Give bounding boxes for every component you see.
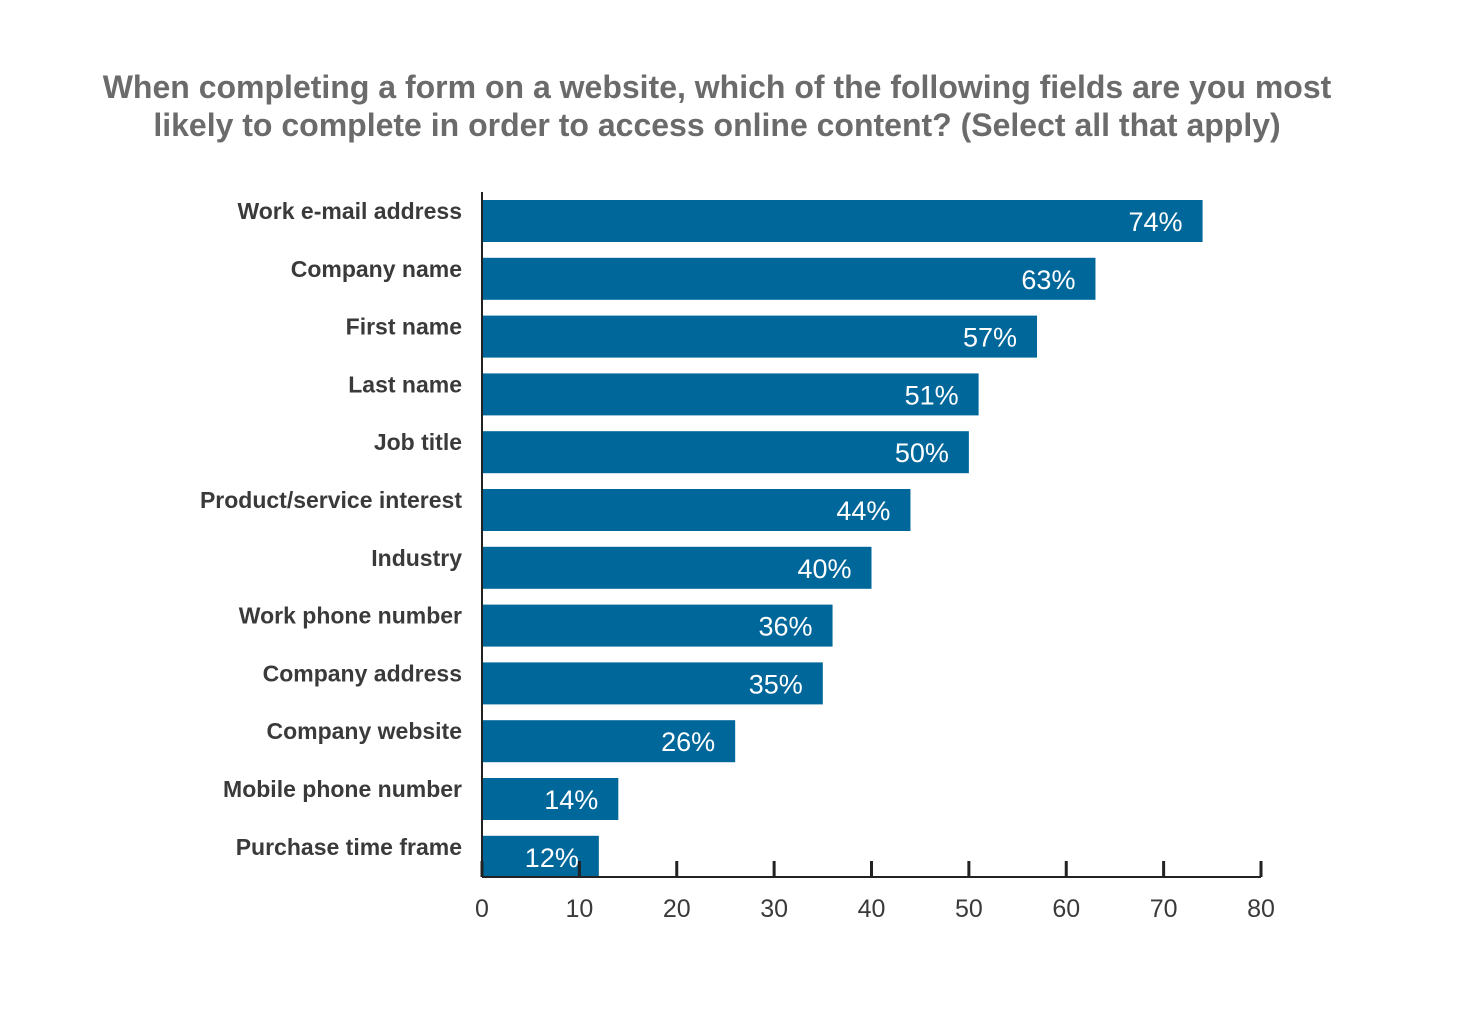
category-label: First name	[346, 314, 462, 340]
x-tick-label: 50	[955, 895, 983, 923]
bar-value-label: 14%	[544, 785, 598, 815]
chart-title-line-1: When completing a form on a website, whi…	[102, 69, 1332, 105]
x-tick-label: 20	[663, 895, 691, 923]
bar	[482, 200, 1203, 242]
category-label: Company website	[266, 718, 462, 744]
bar	[482, 662, 823, 705]
bar-value-label: 26%	[661, 727, 715, 757]
category-labels: Work e-mail address Company name First nam…	[200, 198, 462, 860]
chart-title-line-2: likely to complete in order to access on…	[153, 107, 1281, 143]
category-label: Last name	[348, 371, 462, 397]
bar	[482, 720, 736, 763]
bar	[482, 257, 1096, 300]
bar-value-label: 51%	[905, 380, 959, 410]
x-tick-label: 80	[1247, 895, 1275, 923]
bar-value-label: 57%	[963, 323, 1017, 353]
category-label: Mobile phone number	[223, 776, 462, 802]
bars-layer: 74% 63%57%51% 50%44% 40% 36% 35% 26% 14% 12%	[482, 200, 1203, 878]
bar-value-label: 74%	[1129, 207, 1183, 237]
bar	[482, 373, 979, 416]
bar-value-label: 44%	[836, 496, 890, 526]
chart-title: When completing a form on a website, whi…	[20, 68, 1414, 144]
bar-value-label: 63%	[1021, 265, 1075, 295]
bar	[482, 778, 619, 820]
bar-value-label: 50%	[895, 438, 949, 468]
x-tick-label: 0	[475, 895, 489, 923]
x-tick-label: 30	[760, 895, 788, 923]
bar-value-label: 40%	[797, 554, 851, 584]
bar	[482, 489, 911, 531]
category-label: Purchase time frame	[236, 834, 462, 860]
bar	[482, 546, 872, 589]
x-tick-label: 10	[565, 895, 593, 923]
x-tick-label: 60	[1052, 895, 1080, 923]
category-label: Industry	[371, 545, 462, 571]
x-axis: 0 10 20 30 40 50 60 70 80	[475, 192, 1275, 923]
category-label: Company name	[291, 256, 462, 282]
bar	[482, 431, 969, 474]
bar-value-label: 36%	[759, 612, 813, 642]
bar	[482, 604, 833, 647]
category-label: Job title	[374, 429, 462, 455]
category-label: Company address	[263, 660, 462, 686]
bar-value-label: 12%	[525, 843, 579, 873]
category-label: Work e-mail address	[237, 198, 462, 224]
bar	[482, 315, 1038, 358]
bar-value-label: 35%	[749, 669, 803, 699]
x-tick-label: 40	[858, 895, 886, 923]
category-label: Product/service interest	[200, 487, 462, 513]
x-tick-label: 70	[1150, 895, 1178, 923]
category-label: Work phone number	[239, 603, 462, 629]
